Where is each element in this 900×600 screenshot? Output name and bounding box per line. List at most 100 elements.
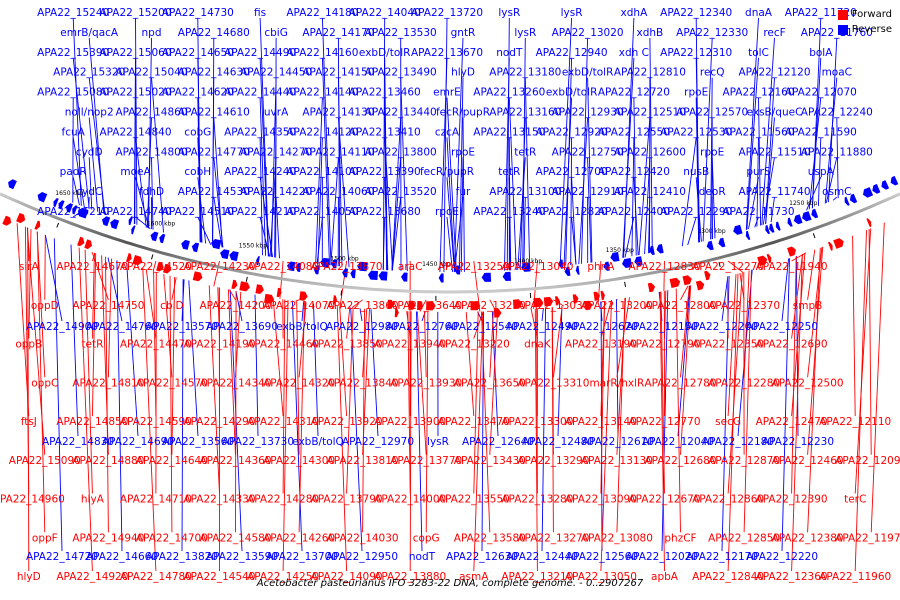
forward-leader-95 [680, 285, 690, 378]
forward-label-83: APA22_13090 [565, 494, 637, 506]
scale-tick-4: 1450 kbp [422, 261, 450, 268]
mixed-label-10: APA22_13730 [222, 436, 294, 448]
reverse-gene-44 [367, 270, 378, 280]
reverse-label-84: tetR [514, 146, 536, 158]
forward-label-91: phzCF [664, 532, 696, 544]
mixed-leader-31 [677, 285, 691, 437]
forward-leader-98 [663, 260, 665, 292]
forward-label-104: APA22_12280 [708, 377, 780, 389]
reverse-label-119: deoR [699, 186, 726, 198]
forward-leader-55 [425, 311, 429, 533]
reverse-leader-107 [633, 177, 639, 256]
forward-label-59: APA22_13930 [390, 377, 462, 389]
mixed-label-22: APA22_12640 [462, 436, 534, 448]
reverse-leader-65 [382, 216, 386, 270]
forward-leader-33 [217, 287, 220, 339]
forward-leader-2 [24, 226, 30, 494]
reverse-leader-93 [578, 117, 589, 265]
scale-tick-mark-5 [340, 290, 343, 296]
forward-gene-17 [132, 255, 143, 266]
forward-gene-46 [387, 299, 395, 309]
reverse-label-104: APA22_12510 [614, 107, 686, 119]
reverse-label-124: APA22_12120 [738, 67, 810, 79]
forward-leader-104 [743, 270, 750, 378]
reverse-leader-0 [72, 17, 82, 206]
legend-reverse: Reverse [837, 22, 892, 37]
forward-label-96: APA22_12790 [628, 339, 700, 351]
reverse-label-125: APA22_12160 [722, 87, 794, 99]
forward-label-108: APA22_12360 [756, 571, 828, 583]
forward-label-64: APA22_13580 [454, 532, 526, 544]
reverse-leader-135 [824, 77, 838, 204]
reverse-label-32: APA22_14510 [162, 206, 234, 218]
reverse-label-71: fecR/pupR [436, 107, 490, 119]
forward-leader-119 [854, 228, 872, 494]
forward-leader-40 [272, 297, 284, 417]
reverse-label-120: APA22_12290 [660, 206, 732, 218]
forward-label-24: APA22_14470 [120, 339, 192, 351]
reverse-leader-38 [274, 117, 277, 258]
reverse-gene-9 [77, 207, 89, 219]
scale-tick-7: 1600 kbp [147, 221, 175, 228]
reverse-label-50: APA22_14120 [286, 126, 358, 138]
reverse-gene-30 [256, 256, 260, 266]
reverse-label-81: APA22_13260 [473, 87, 545, 99]
reverse-label-111: APA22_12330 [676, 27, 748, 39]
reverse-gene-3 [37, 192, 48, 203]
forward-label-99: APA22_12840 [692, 571, 764, 583]
reverse-label-140: uspA [808, 166, 835, 178]
reverse-label-135: moaC [822, 67, 852, 79]
mixed-label-30: APA22_12020 [626, 551, 698, 563]
reverse-leader-47 [337, 77, 343, 267]
reverse-label-10: APA22_15210 [37, 206, 109, 218]
reverse-label-141: osmC [822, 186, 851, 198]
genome-caption: Acetobacter pasteurianus IFO 3283-22 DNA… [256, 578, 644, 589]
mixed-leader-28 [616, 299, 619, 437]
forward-leader-90 [659, 291, 665, 572]
reverse-gene-87 [765, 225, 770, 235]
mixed-label-23: APA22_12540 [446, 321, 518, 333]
forward-leader-29 [208, 285, 220, 494]
forward-leader-30 [227, 289, 236, 455]
reverse-label-114: rpoE [684, 87, 708, 99]
reverse-leader-100 [649, 37, 653, 253]
scale-tick-3: 1400 kbp [514, 258, 542, 265]
forward-label-17: APA22_14670 [56, 261, 128, 273]
scale-tick-5: 1500 kbp [330, 256, 358, 263]
forward-gene-40 [332, 295, 338, 305]
mixed-leader-3 [116, 260, 123, 552]
reverse-label-60: APA22_13440 [365, 107, 437, 119]
reverse-label-40: APA22_14270 [240, 146, 312, 158]
reverse-leader-134 [811, 57, 822, 209]
reverse-label-0: APA22_15240 [37, 7, 109, 19]
reverse-label-29: APA22_14770 [178, 146, 250, 158]
forward-leader-100 [743, 269, 752, 533]
forward-label-117: APA22_11960 [819, 571, 891, 583]
reverse-label-48: APA22_14140 [286, 87, 358, 99]
reverse-label-7: cydD [76, 146, 103, 158]
reverse-label-128: APA22_11510 [738, 146, 810, 158]
reverse-label-68: APA22_13670 [411, 47, 483, 59]
reverse-leader-42 [275, 197, 280, 259]
reverse-label-54: APA22_14050 [286, 206, 358, 218]
forward-label-89: phnA [587, 261, 615, 273]
forward-leader-101 [727, 272, 743, 494]
reverse-label-67: gntR [451, 27, 476, 39]
reverse-label-46: APA22_14160 [286, 47, 358, 59]
reverse-label-12: npd [142, 27, 162, 39]
reverse-leader-128 [762, 157, 775, 225]
reverse-label-15: APA22_15020 [99, 87, 171, 99]
reverse-label-30: cobH [184, 166, 211, 178]
reverse-label-14: APA22_15040 [115, 67, 187, 79]
reverse-label-53: APA22_14060 [302, 186, 374, 198]
reverse-leader-131 [754, 216, 759, 228]
mixed-leader-11 [235, 290, 243, 322]
reverse-label-52: APA22_14100 [286, 166, 358, 178]
mixed-label-12: APA22_13700 [266, 551, 338, 563]
reverse-label-122: recF [763, 27, 785, 39]
forward-label-4: ftsJ [21, 416, 37, 428]
forward-leader-118 [870, 222, 885, 533]
reverse-leader-6 [72, 137, 85, 207]
reverse-gene-5 [53, 198, 59, 208]
reverse-leader-125 [758, 97, 762, 226]
